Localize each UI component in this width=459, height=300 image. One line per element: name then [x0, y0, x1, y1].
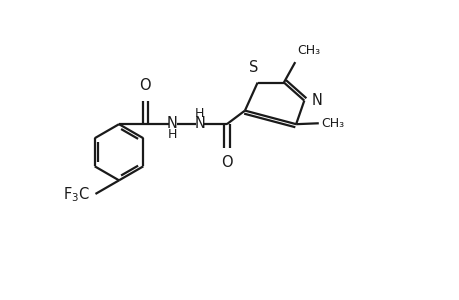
Text: CH₃: CH₃	[321, 117, 344, 130]
Text: CH₃: CH₃	[297, 44, 319, 57]
Text: N: N	[167, 116, 178, 131]
Text: S: S	[249, 60, 258, 75]
Text: F$_3$C: F$_3$C	[63, 185, 90, 204]
Text: O: O	[220, 155, 232, 170]
Text: N: N	[194, 116, 205, 131]
Text: N: N	[311, 93, 322, 108]
Text: O: O	[139, 78, 151, 93]
Text: H: H	[195, 107, 204, 120]
Text: H: H	[168, 128, 177, 141]
